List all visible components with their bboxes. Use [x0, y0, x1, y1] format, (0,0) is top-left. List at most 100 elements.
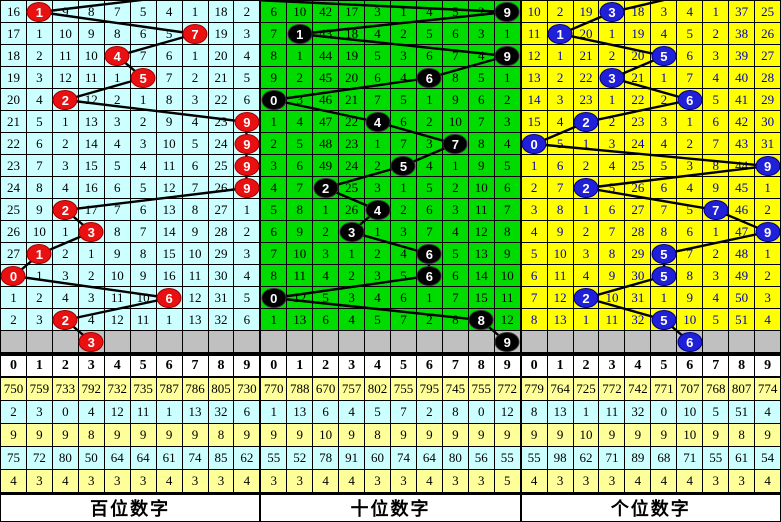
cell: 9: [234, 111, 260, 133]
cell: 9: [547, 221, 574, 243]
cell: 5: [234, 67, 260, 89]
cell: 21: [573, 45, 600, 67]
cell: 2: [573, 177, 600, 199]
cell: 1: [599, 89, 626, 111]
cell: 7: [599, 221, 626, 243]
stats-cell: 9: [468, 424, 495, 447]
cell: 12: [52, 67, 79, 89]
table-row: 1 6 2 4 25 5 3 8 44 9: [521, 155, 780, 177]
cell: 11: [599, 309, 626, 331]
cell: 1: [287, 45, 314, 67]
cell: 17: [78, 199, 105, 221]
cell: 9: [468, 155, 495, 177]
cell: 4: [261, 177, 288, 199]
stats-cell: 80: [52, 447, 79, 470]
cell: 7: [651, 199, 678, 221]
cell: 3: [703, 265, 730, 287]
cell: 8: [104, 221, 131, 243]
drawn-number-circle: 9: [234, 111, 260, 132]
stats-cell: 9: [625, 424, 652, 447]
cell: 10: [52, 23, 79, 45]
stats-cell: 802: [365, 378, 392, 401]
table-row: 2 7 2 5 26 6 4 9 45 1: [521, 177, 780, 199]
stats-cell: 4: [651, 470, 678, 493]
cell: 3: [78, 287, 105, 309]
cell: 38: [729, 23, 756, 45]
cell: 22: [339, 111, 366, 133]
stats-cell: 4: [339, 470, 366, 493]
cell: 7: [703, 133, 730, 155]
stats-cell: 55: [703, 447, 730, 470]
cell: 15: [468, 287, 495, 309]
stats-cell: 787: [156, 378, 183, 401]
cell: 30: [755, 111, 780, 133]
cell: 1: [391, 177, 417, 199]
cell: 9: [261, 67, 288, 89]
cell: 3: [599, 133, 626, 155]
cell: 3: [52, 155, 79, 177]
cell: 1: [651, 67, 678, 89]
cell: 27: [755, 45, 780, 67]
cell: 6: [416, 243, 443, 265]
cell: 4: [365, 111, 392, 133]
cell: 3: [391, 221, 417, 243]
cell: 2: [573, 221, 600, 243]
cell: 6: [261, 221, 288, 243]
cell: 2: [442, 177, 469, 199]
cell: 3: [391, 45, 417, 67]
trend-grid: 10 2 19 3 18 3 4 1 37 25 11 1 20 1 19 4 5 2 38 26 12 1 21 2 20 5 6…: [521, 1, 780, 353]
stats-cell: 9: [494, 424, 520, 447]
drawn-number-circle: 0: [261, 89, 287, 110]
cell: 3: [365, 177, 392, 199]
table-row: 4 7 2 25 3 1 5 2 10 6: [261, 177, 520, 199]
cell: [521, 331, 548, 353]
table-row: 24 8 4 16 6 5 12 7 26 9: [1, 177, 260, 199]
cell: 21: [208, 67, 235, 89]
digit-header-cell: 4: [625, 356, 652, 376]
cell: 11: [468, 199, 495, 221]
cell: 8: [703, 155, 730, 177]
cell: 6: [677, 45, 704, 67]
cell: 9: [703, 177, 730, 199]
cell: 2: [234, 221, 260, 243]
stats-rows: 750 759 733 792 732 735 787 786 805 730 2 3 0 4 12 11 1 1…: [1, 378, 260, 493]
stats-cell: 4: [677, 470, 704, 493]
cell: 14: [468, 265, 495, 287]
cell: 45: [313, 67, 340, 89]
cell: 19: [1, 67, 27, 89]
cell: 12: [521, 45, 548, 67]
stats-row: 75 72 80 50 64 64 61 74 85 62: [1, 447, 260, 470]
stats-cell: 68: [651, 447, 678, 470]
table-row: 6 9 2 3 1 3 7 4 12 8: [261, 221, 520, 243]
cell: 28: [208, 221, 235, 243]
cell: [625, 331, 652, 353]
digit-header-cell: 2: [313, 356, 340, 376]
cell: 26: [755, 23, 780, 45]
cell: 2: [339, 265, 366, 287]
cell: 3: [494, 111, 520, 133]
cell: 5: [468, 67, 495, 89]
drawn-number-circle: 5: [651, 309, 677, 330]
stats-cell: 4: [52, 470, 79, 493]
cell: 7: [677, 243, 704, 265]
stats-cell: 9: [547, 424, 574, 447]
cell: 11: [547, 265, 574, 287]
table-row: 13 2 22 3 21 1 7 4 40 28: [521, 67, 780, 89]
cell: 2: [468, 1, 495, 23]
cell: 11: [156, 155, 183, 177]
cell: 8: [468, 133, 495, 155]
table-row: 23 7 3 15 5 4 11 6 25 9: [1, 155, 260, 177]
stats-cell: 3: [287, 470, 314, 493]
cell: 28: [755, 67, 780, 89]
cell: 25: [339, 177, 366, 199]
cell: 9: [52, 1, 79, 23]
stats-cell: 9: [156, 424, 183, 447]
cell: 1: [156, 309, 183, 331]
cell: 7: [416, 221, 443, 243]
cell: 18: [1, 45, 27, 67]
cell: 2: [104, 89, 131, 111]
cell: 2: [26, 45, 53, 67]
cell: 17: [1, 23, 27, 45]
drawn-number-circle: 2: [573, 177, 599, 198]
cell: 8: [651, 221, 678, 243]
